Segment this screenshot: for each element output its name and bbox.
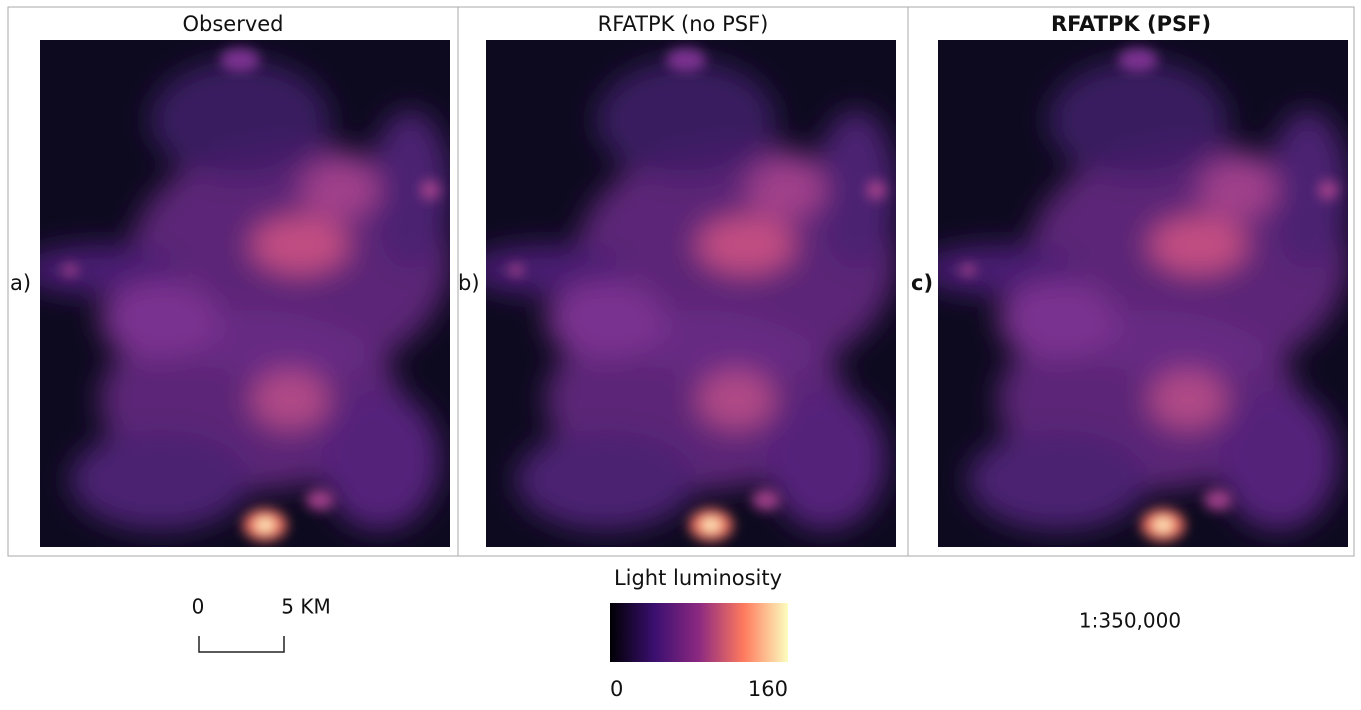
frame — [7, 6, 1355, 557]
legend-title: Light luminosity — [614, 566, 782, 590]
panel-title: Observed — [182, 12, 283, 36]
panel-title: RFATPK (no PSF) — [598, 12, 769, 36]
colorbar-tick-label: 0 — [610, 677, 623, 701]
panel-label: c) — [911, 271, 933, 295]
panel-label: b) — [458, 271, 480, 295]
scale-bar-end: 5 KM — [281, 595, 330, 619]
scale-bar — [198, 636, 285, 653]
map-panel — [918, 40, 1348, 547]
luminosity-map — [20, 40, 450, 547]
panel-title: RFATPK (PSF) — [1051, 12, 1211, 36]
luminosity-map — [466, 40, 896, 547]
colorbar-tick-label: 160 — [748, 677, 788, 701]
map-panel — [466, 40, 896, 547]
map-scale: 1:350,000 — [1079, 609, 1181, 633]
map-panel — [20, 40, 450, 547]
luminosity-map — [918, 40, 1348, 547]
colorbar — [610, 603, 788, 662]
colorbar-ticks: 0 160 — [610, 677, 788, 701]
panels: Observed a) RFATPK (no PSF) b) RFATPK (PSF) c… — [10, 12, 1348, 547]
scale-bar-start: 0 — [192, 595, 205, 619]
panel-label: a) — [10, 271, 31, 295]
